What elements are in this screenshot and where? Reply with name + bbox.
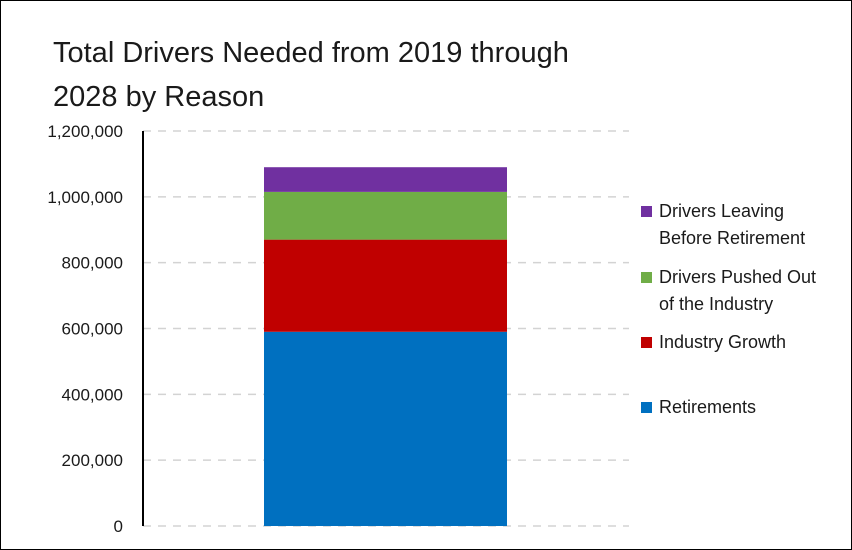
y-tick-label-6: 1,200,000 [47,122,123,141]
legend-label-2-line-0: Industry Growth [659,332,786,352]
legend-label-0-line-1: Before Retirement [659,228,805,248]
chart-title-line-2: 2028 by Reason [53,81,264,113]
y-tick-label-4: 800,000 [62,254,123,273]
legend-label-1-line-1: of the Industry [659,294,773,314]
legend-swatch-3 [641,402,652,413]
legend-swatch-1 [641,272,652,283]
chart-title: Total Drivers Needed from 2019 through 2… [53,37,569,113]
bar-segment-drivers-pushed-out-of-the-industry [264,191,507,240]
y-tick-label-3: 600,000 [62,320,123,339]
bar-segment-industry-growth [264,239,507,332]
legend-label-1-line-0: Drivers Pushed Out [659,267,816,287]
bar-segments [264,167,507,526]
y-tick-label-0: 0 [114,517,123,536]
y-tick-label-1: 200,000 [62,451,123,470]
legend-label-3-line-0: Retirements [659,397,756,417]
chart-title-line-1: Total Drivers Needed from 2019 through [53,37,569,69]
y-axis-tick-labels: 0 200,000 400,000 600,000 800,000 1,000,000 1,… [47,122,123,536]
y-tick-label-5: 1,000,000 [47,188,123,207]
y-tick-label-2: 400,000 [62,385,123,404]
legend: Drivers Leaving Before Retirement Drivers … [641,201,816,417]
legend-swatch-0 [641,206,652,217]
bar-segment-retirements [264,331,507,526]
legend-swatch-2 [641,337,652,348]
legend-label-0-line-0: Drivers Leaving [659,201,784,221]
bar-segment-drivers-leaving-before-retirement [264,167,507,192]
